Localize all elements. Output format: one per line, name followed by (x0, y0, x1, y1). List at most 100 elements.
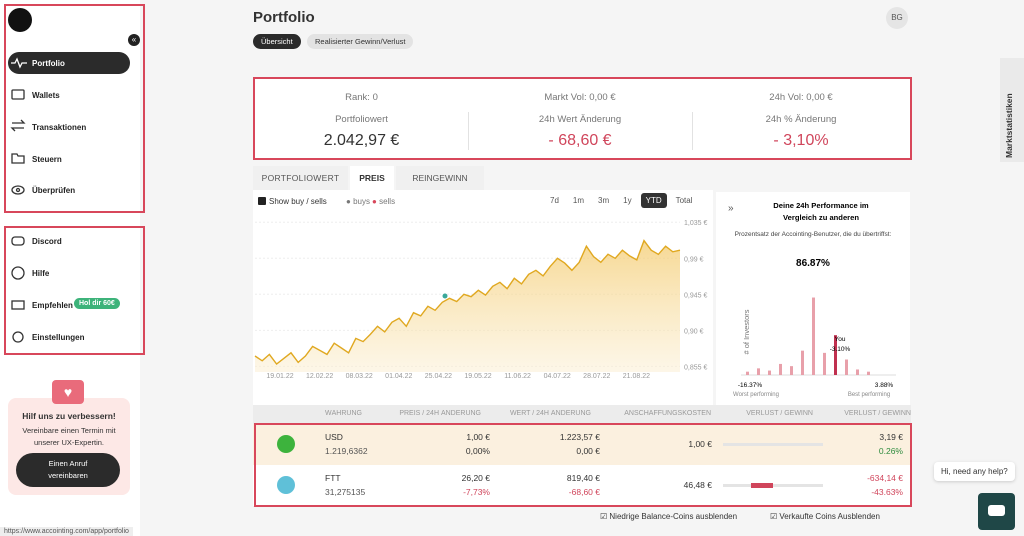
cell: 0,00% (465, 446, 490, 456)
nav-item[interactable]: Discord (32, 237, 62, 246)
price-line (254, 239, 681, 365)
legend-text: sells (379, 197, 396, 206)
y-tick-label: 0,945 € (684, 292, 707, 299)
badge[interactable]: Hol dir 60€ (74, 298, 120, 309)
column-header: ANSCHAFFUNGSKOSTEN (624, 410, 711, 417)
feedback-title: Hilf uns zu verbessern! (22, 411, 116, 421)
nav-item[interactable]: Hilfe (32, 269, 50, 278)
cell: FTT (325, 473, 341, 483)
range-buttons: 7d 1m 3m 1y YTD Total (545, 193, 698, 208)
cell: -68,60 € (568, 487, 600, 497)
range-button[interactable]: Total (675, 196, 693, 205)
distribution-bar (801, 350, 804, 375)
stat: 24h Vol: 0,00 € (769, 92, 833, 103)
you-value: -3.10% (830, 346, 851, 353)
stat-value: 2.042,97 € (323, 132, 400, 149)
max-label: 3.88% (875, 382, 894, 389)
legend-sells: ● sells (372, 197, 396, 206)
cell: 1.223,57 € (559, 432, 600, 442)
page-title: Portfolio (253, 9, 315, 26)
y-tick-label: 1,035 € (684, 220, 707, 227)
stat-label: Portfoliowert (335, 114, 388, 125)
perf-title: Deine 24h Performance im Vergleich zu and… (773, 201, 869, 222)
nav-item[interactable]: Überprüfen (32, 186, 76, 195)
distribution-bar (834, 335, 837, 375)
coin-icon (277, 435, 295, 453)
cell: 31,275135 (325, 487, 366, 497)
highlight (253, 77, 912, 160)
active-pill (8, 52, 130, 74)
chart-tab[interactable]: REINGEWINN (396, 166, 484, 190)
y-tick-label: 0,855 € (684, 364, 707, 371)
collapse[interactable]: « (128, 34, 140, 46)
perf-text: Prozentsatz der Accointing-Benutzer, die… (735, 231, 892, 238)
feedback-text: Vereinbare einen Termin mit unserer UX-E… (22, 426, 116, 447)
legend-buys: ● buys (346, 197, 370, 206)
nav-item[interactable]: Einstellungen (32, 333, 85, 342)
footer-option[interactable]: ☑ Niedrige Balance-Coins ausblenden (600, 512, 738, 521)
cell: 819,40 € (566, 473, 600, 483)
distribution-bar (812, 297, 815, 375)
legend-text: buys (353, 197, 370, 206)
cell: 1.219,6362 (325, 446, 368, 456)
tab[interactable]: Realisierter Gewinn/Verlust (307, 34, 414, 49)
coin-icon (277, 476, 295, 494)
range-button[interactable]: 1y (623, 196, 632, 205)
axis-label: # of Investors (742, 309, 751, 354)
distribution-bar (845, 359, 848, 375)
footer-text: Niedrige Balance-Coins ausblenden (609, 512, 738, 521)
x-tick-label: 04.07.22 (544, 373, 571, 380)
price-area (255, 240, 680, 372)
distribution-bar (867, 371, 870, 375)
range-button[interactable]: 1m (572, 196, 585, 205)
x-tick-label: 12.02.22 (306, 373, 333, 380)
chart-tab[interactable]: PORTFOLIOWERT (253, 166, 348, 190)
avatar[interactable]: BG (886, 7, 908, 29)
side-tab-text: Marktstatistiken (1004, 93, 1014, 158)
footer-text: Verkaufte Coins Ausblenden (779, 512, 880, 521)
nav-item[interactable]: Wallets (32, 91, 60, 100)
tab[interactable]: Übersicht (253, 34, 301, 49)
distribution-bar (768, 370, 771, 375)
x-tick-label: 25.04.22 (425, 373, 452, 380)
side-tab[interactable] (1000, 58, 1024, 162)
range-button[interactable]: 7d (550, 196, 559, 205)
buy-marker (442, 293, 448, 299)
stat-label: 24h Wert Änderung (538, 114, 622, 125)
highlight (254, 423, 912, 507)
stat-value: - 3,10% (773, 132, 829, 149)
cell: 0.26% (878, 446, 903, 456)
call-button[interactable]: Einen Anruf vereinbaren (16, 453, 120, 487)
checkbox[interactable] (258, 197, 266, 205)
collapse-icon: » (728, 203, 734, 214)
x-tick-label: 08.03.22 (346, 373, 373, 380)
divider (468, 112, 469, 150)
header-bg (253, 405, 911, 424)
range-button[interactable]: 3m (598, 196, 610, 205)
nav-icons (10, 57, 27, 343)
cell: 0,00 € (576, 446, 600, 456)
min-label: -16.37% (738, 382, 762, 389)
nav-item[interactable]: Portfolio (32, 59, 65, 68)
cell: 1,00 € (466, 432, 490, 442)
range-button[interactable]: YTD (640, 193, 667, 208)
pl-slider (723, 484, 823, 487)
performance-chart: » Deine 24h Performance im Vergleich zu an… (728, 201, 896, 398)
logo[interactable] (8, 8, 32, 32)
distribution-bar (757, 368, 760, 375)
chart-tab[interactable]: PREIS (350, 166, 394, 190)
min-caption: Worst performing (733, 392, 779, 398)
y-tick-label: 0,90 € (684, 328, 704, 335)
column-header: WERT / 24H ÄNDERUNG (509, 410, 591, 417)
nav-item[interactable]: Empfehlen (32, 301, 73, 310)
cell: 46,48 € (683, 480, 712, 490)
highlight (4, 226, 145, 355)
cell: 1,00 € (688, 439, 712, 449)
distribution-bar (823, 352, 826, 375)
nav-item[interactable]: Transaktionen (32, 123, 87, 132)
nav-item[interactable]: Steuern (32, 155, 62, 164)
perf-value: 86.87% (796, 258, 830, 269)
divider (692, 112, 693, 150)
footer-option[interactable]: ☑ Verkaufte Coins Ausblenden (770, 512, 880, 521)
price-chart: 1,035 € 0,99 € 0,945 € 0,90 € 0,855 € 19.01.2… (254, 220, 707, 380)
